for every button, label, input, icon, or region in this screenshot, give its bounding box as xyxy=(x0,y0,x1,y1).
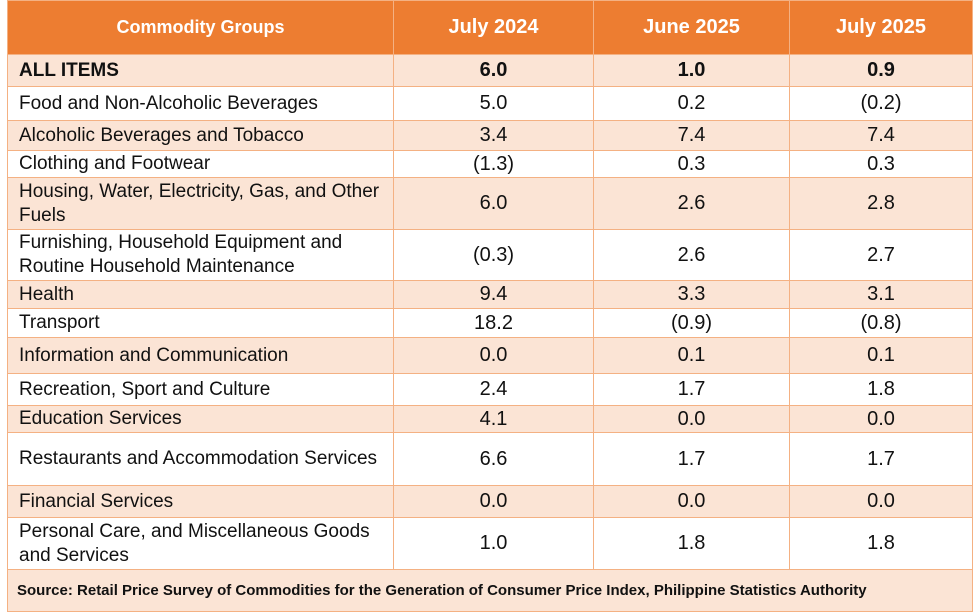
value-july-2024: 6.0 xyxy=(393,177,594,230)
table-row: Clothing and Footwear (1.3) 0.3 0.3 xyxy=(7,150,973,178)
value-july-2024: 0.0 xyxy=(393,337,594,374)
value-june-2025: 0.3 xyxy=(593,150,790,178)
value-july-2025: 0.9 xyxy=(789,54,973,87)
row-label: Transport xyxy=(7,308,394,338)
row-label: Alcoholic Beverages and Tobacco xyxy=(7,120,394,151)
row-label: Information and Communication xyxy=(7,337,394,374)
value-july-2025: (0.8) xyxy=(789,308,973,338)
table-row: Restaurants and Accommodation Services 6… xyxy=(7,432,973,486)
value-july-2024: 4.1 xyxy=(393,405,594,433)
table-row: Housing, Water, Electricity, Gas, and Ot… xyxy=(7,177,973,230)
header-july-2024: July 2024 xyxy=(393,0,594,55)
commodity-table-container: Commodity Groups July 2024 June 2025 Jul… xyxy=(7,0,973,612)
value-june-2025: (0.9) xyxy=(593,308,790,338)
value-june-2025: 0.0 xyxy=(593,405,790,433)
value-july-2025: 2.7 xyxy=(789,229,973,281)
value-june-2025: 0.0 xyxy=(593,485,790,518)
value-july-2025: 2.8 xyxy=(789,177,973,230)
value-july-2024: 1.0 xyxy=(393,517,594,570)
row-label: Financial Services xyxy=(7,485,394,518)
value-july-2024: 2.4 xyxy=(393,373,594,406)
value-july-2024: 0.0 xyxy=(393,485,594,518)
value-july-2024: 9.4 xyxy=(393,280,594,309)
header-july-2025: July 2025 xyxy=(789,0,973,55)
value-june-2025: 1.8 xyxy=(593,517,790,570)
value-july-2024: (0.3) xyxy=(393,229,594,281)
value-june-2025: 3.3 xyxy=(593,280,790,309)
value-july-2024: 3.4 xyxy=(393,120,594,151)
table-row: Recreation, Sport and Culture 2.4 1.7 1.… xyxy=(7,373,973,406)
row-label: Clothing and Footwear xyxy=(7,150,394,178)
header-june-2025: June 2025 xyxy=(593,0,790,55)
value-july-2025: 0.0 xyxy=(789,405,973,433)
header-row: Commodity Groups July 2024 June 2025 Jul… xyxy=(7,0,973,55)
value-july-2025: 3.1 xyxy=(789,280,973,309)
value-july-2024: 6.0 xyxy=(393,54,594,87)
table-row: Education Services 4.1 0.0 0.0 xyxy=(7,405,973,433)
row-label: Health xyxy=(7,280,394,309)
table-row: Transport 18.2 (0.9) (0.8) xyxy=(7,308,973,338)
value-july-2025: 1.7 xyxy=(789,432,973,486)
value-july-2025: 0.3 xyxy=(789,150,973,178)
table-row-all-items: ALL ITEMS 6.0 1.0 0.9 xyxy=(7,54,973,87)
value-june-2025: 1.0 xyxy=(593,54,790,87)
value-july-2025: 0.1 xyxy=(789,337,973,374)
table-row: Alcoholic Beverages and Tobacco 3.4 7.4 … xyxy=(7,120,973,151)
value-july-2025: 0.0 xyxy=(789,485,973,518)
value-july-2025: (0.2) xyxy=(789,86,973,121)
row-label: ALL ITEMS xyxy=(7,54,394,87)
table-row: Personal Care, and Miscellaneous Goods a… xyxy=(7,517,973,570)
row-label: Education Services xyxy=(7,405,394,433)
table-row: Food and Non-Alcoholic Beverages 5.0 0.2… xyxy=(7,86,973,121)
table-row: Financial Services 0.0 0.0 0.0 xyxy=(7,485,973,518)
value-june-2025: 0.2 xyxy=(593,86,790,121)
value-july-2024: (1.3) xyxy=(393,150,594,178)
row-label: Furnishing, Household Equipment and Rout… xyxy=(7,229,394,281)
value-june-2025: 2.6 xyxy=(593,177,790,230)
source-row: Source: Retail Price Survey of Commoditi… xyxy=(7,569,973,612)
table-row: Health 9.4 3.3 3.1 xyxy=(7,280,973,309)
row-label: Recreation, Sport and Culture xyxy=(7,373,394,406)
value-june-2025: 2.6 xyxy=(593,229,790,281)
value-july-2024: 5.0 xyxy=(393,86,594,121)
commodity-inflation-table: Commodity Groups July 2024 June 2025 Jul… xyxy=(7,0,973,612)
row-label: Housing, Water, Electricity, Gas, and Ot… xyxy=(7,177,394,230)
value-july-2025: 1.8 xyxy=(789,517,973,570)
table-row: Furnishing, Household Equipment and Rout… xyxy=(7,229,973,281)
row-label: Personal Care, and Miscellaneous Goods a… xyxy=(7,517,394,570)
value-july-2024: 18.2 xyxy=(393,308,594,338)
table-row: Information and Communication 0.0 0.1 0.… xyxy=(7,337,973,374)
value-july-2025: 1.8 xyxy=(789,373,973,406)
value-july-2025: 7.4 xyxy=(789,120,973,151)
source-note: Source: Retail Price Survey of Commoditi… xyxy=(7,569,973,612)
value-july-2024: 6.6 xyxy=(393,432,594,486)
value-june-2025: 1.7 xyxy=(593,432,790,486)
row-label: Food and Non-Alcoholic Beverages xyxy=(7,86,394,121)
row-label: Restaurants and Accommodation Services xyxy=(7,432,394,486)
value-june-2025: 7.4 xyxy=(593,120,790,151)
header-commodity-groups: Commodity Groups xyxy=(7,0,394,55)
value-june-2025: 1.7 xyxy=(593,373,790,406)
value-june-2025: 0.1 xyxy=(593,337,790,374)
